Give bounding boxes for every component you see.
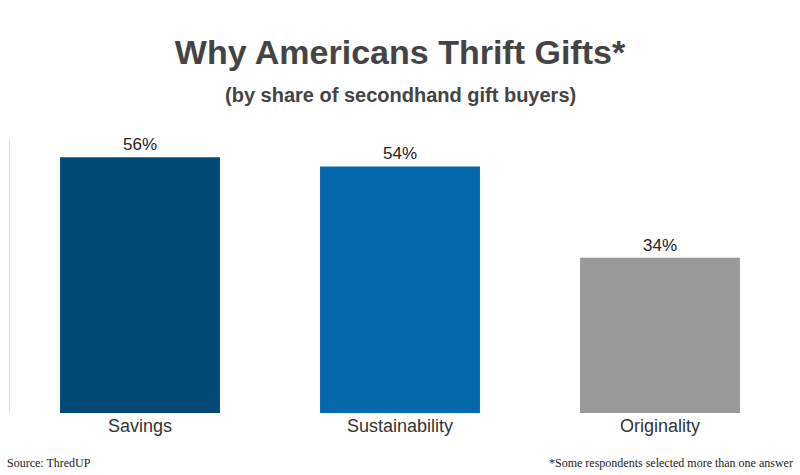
svg-text:*Some respondents selected mor: *Some respondents selected more than one… <box>549 456 793 470</box>
svg-text:Why Americans Thrift Gifts*: Why Americans Thrift Gifts* <box>175 33 626 71</box>
svg-text:Source: ThredUP: Source: ThredUP <box>7 456 91 470</box>
svg-text:54%: 54% <box>383 144 417 163</box>
svg-text:34%: 34% <box>643 236 677 255</box>
svg-text:56%: 56% <box>123 135 157 154</box>
svg-text:Originality: Originality <box>620 416 700 436</box>
svg-text:Savings: Savings <box>108 416 172 436</box>
svg-text:Sustainability: Sustainability <box>347 416 453 436</box>
svg-text:(by share of secondhand gift b: (by share of secondhand gift buyers) <box>225 84 576 106</box>
